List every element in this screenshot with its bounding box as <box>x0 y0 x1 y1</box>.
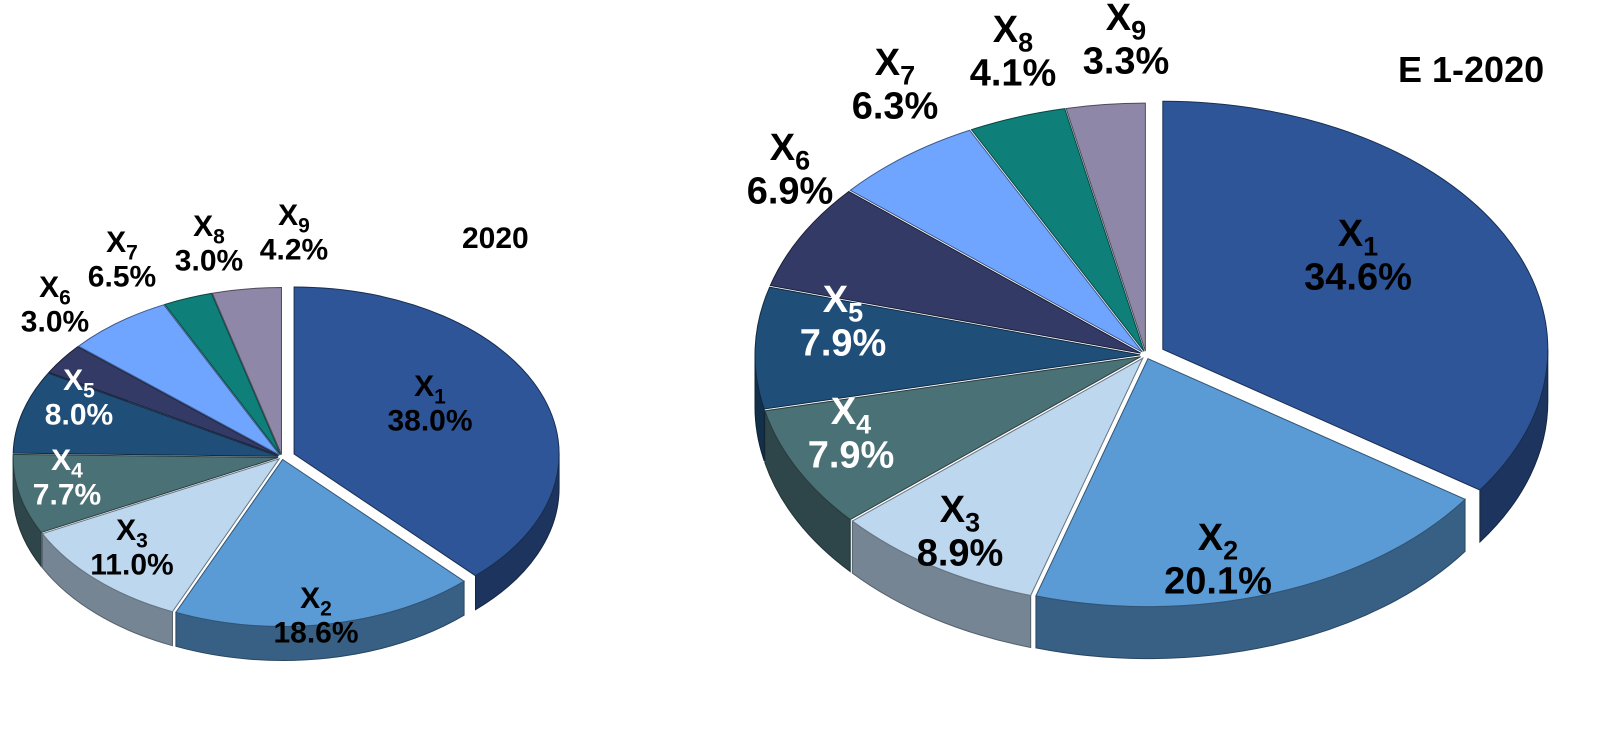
pie-2-slice-2 <box>1035 357 1466 608</box>
pie-2-title: E 1-2020 <box>1398 49 1544 90</box>
pie-1-label-x1: X1 <box>414 370 446 408</box>
pie-1-value-x2: 18.6% <box>273 617 358 650</box>
pie-2-value-x3: 8.9% <box>917 533 1004 575</box>
pie-1-slice-7 <box>77 304 280 456</box>
pie-1-title: 2020 <box>462 222 529 255</box>
pie-2-slice-8 <box>970 108 1145 352</box>
pie-1-slice-9 <box>211 287 282 455</box>
pie-2-value-x7: 6.3% <box>852 86 939 128</box>
pie-2-label-x1: X1 <box>1338 213 1378 261</box>
pie-2-slice-7 <box>849 129 1143 353</box>
pie-1-label-x9: X9 <box>278 199 310 237</box>
pie-2-value-x1: 34.6% <box>1304 257 1412 299</box>
pie-1-label-x3: X3 <box>116 514 148 552</box>
pie-2-slice-6 <box>769 190 1141 354</box>
pie-1-label-x8: X8 <box>193 210 225 248</box>
pie-2-label-x7: X7 <box>875 42 915 90</box>
pie-1-label-x7: X7 <box>106 226 138 264</box>
pie-2-label-x6: X6 <box>770 127 810 175</box>
pie-2-label-x9: X9 <box>1106 0 1146 45</box>
pie-2-value-x6: 6.9% <box>747 171 834 213</box>
pie-2-value-x2: 20.1% <box>1164 561 1272 603</box>
pie-2-slice-4 <box>764 356 1141 521</box>
pie-2-slice-9 <box>1065 102 1146 352</box>
pie-2-label-x3: X3 <box>940 489 980 537</box>
pie-1-value-x5: 8.0% <box>45 399 113 432</box>
pie-1-label-x4: X4 <box>51 444 83 482</box>
pie-1-slice-8 <box>163 292 282 455</box>
pie-1-slice-2 <box>175 458 466 627</box>
pie-1-slice-5 <box>12 372 279 457</box>
pie-2-label-x4: X4 <box>831 391 871 439</box>
pie-1-value-x8: 3.0% <box>175 245 243 278</box>
pie-2-slice-5 <box>754 286 1141 410</box>
pie-1-label-x2: X2 <box>300 582 332 620</box>
pie-1-label-x5: X5 <box>63 364 95 402</box>
pie-2-value-x9: 3.3% <box>1083 41 1170 83</box>
pie-2-label-x5: X5 <box>823 279 863 327</box>
pie-1-value-x6: 3.0% <box>21 306 89 339</box>
pie-1-value-x4: 7.7% <box>33 479 101 512</box>
pie-2-label-x2: X2 <box>1198 517 1238 565</box>
pie-1-slice-6 <box>48 346 279 457</box>
pie-chart-2020: X138.0%X218.6%X311.0%X47.7%X58.0%X63.0%X… <box>12 199 560 661</box>
pie-1-value-x1: 38.0% <box>387 405 472 438</box>
pie-2-value-x4: 7.9% <box>808 435 895 477</box>
pie-2-slice-1 <box>1162 100 1549 491</box>
pie-2-value-x5: 7.9% <box>800 323 887 365</box>
pie-2-slice-3 <box>851 357 1144 597</box>
pie-1-value-x7: 6.5% <box>88 261 156 294</box>
pie-1-value-x3: 11.0% <box>90 549 173 582</box>
pie-1-slice-3 <box>41 457 281 613</box>
pie-1-slice-1 <box>293 286 560 577</box>
pie-2-value-x8: 4.1% <box>970 53 1057 95</box>
pie-2-label-x8: X8 <box>993 9 1033 57</box>
pie-1-label-x6: X6 <box>39 271 71 309</box>
pie-1-slice-4 <box>12 453 279 534</box>
pie-1-value-x9: 4.2% <box>260 234 328 267</box>
pie-chart-e-1-2020: X134.6%X220.1%X38.9%X47.9%X57.9%X66.9%X7… <box>747 0 1549 660</box>
